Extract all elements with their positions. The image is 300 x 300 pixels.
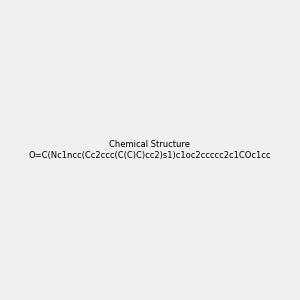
Text: Chemical Structure
O=C(Nc1ncc(Cc2ccc(C(C)C)cc2)s1)c1oc2ccccc2c1COc1cc: Chemical Structure O=C(Nc1ncc(Cc2ccc(C(C… bbox=[29, 140, 271, 160]
